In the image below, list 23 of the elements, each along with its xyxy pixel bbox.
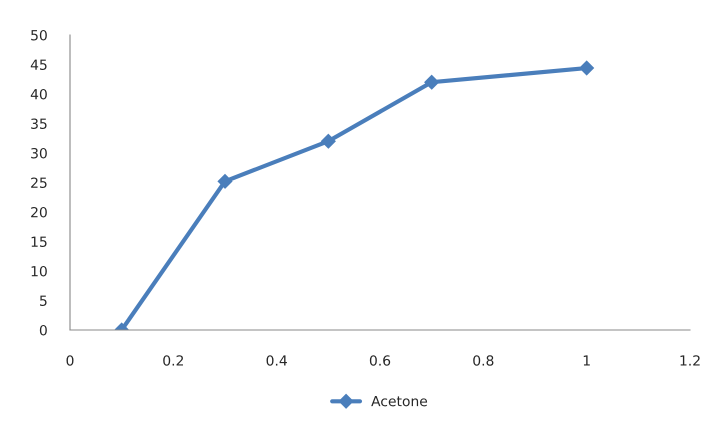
y-tick-label: 40	[30, 88, 47, 100]
x-tick-label: 1.2	[680, 355, 700, 366]
y-tick-label: 5	[40, 296, 47, 306]
x-tick-label: 0	[66, 355, 74, 366]
x-tick-label: 0.6	[370, 355, 390, 366]
y-tick-label: 10	[32, 266, 47, 276]
y-tick-label: 45	[30, 60, 47, 70]
x-tick-label: 1	[584, 355, 590, 366]
x-tick-label: 0.2	[163, 355, 183, 366]
y-tick-label: 20	[31, 206, 47, 218]
x-tick-label: 0.8	[473, 355, 494, 366]
x-tick-label: 0.4	[266, 355, 287, 366]
y-tick-label: 25	[31, 177, 47, 188]
y-tick-label: 50	[31, 30, 47, 40]
legend-label: Acetone	[371, 396, 428, 406]
point	[579, 60, 594, 76]
y-tick-label: 0	[40, 324, 47, 336]
point	[218, 174, 232, 189]
y-tick-label: 30	[31, 148, 47, 158]
point	[424, 74, 440, 90]
y-tick-label: 35	[31, 118, 47, 129]
point	[320, 134, 336, 149]
y-tick-label: 15	[32, 236, 47, 247]
